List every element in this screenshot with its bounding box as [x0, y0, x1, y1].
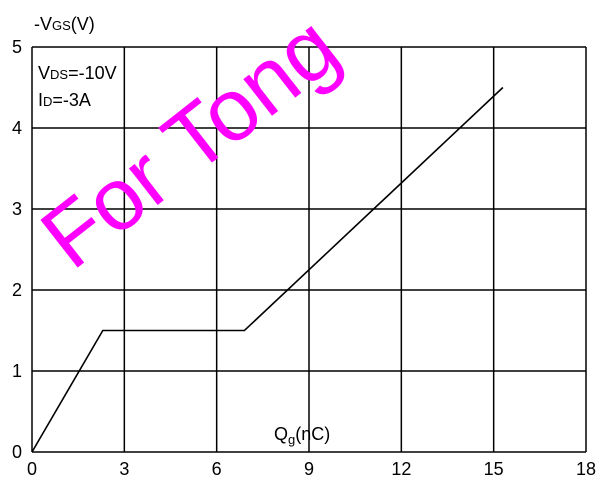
x-axis-title: Qg(nC) — [274, 424, 330, 447]
x-tick-label-6: 18 — [576, 459, 596, 479]
x-tick-label-1: 3 — [119, 459, 129, 479]
annotation-vds: VDS=-10V — [38, 63, 117, 83]
y-tick-label-2: 2 — [12, 280, 22, 300]
x-tick-label-2: 6 — [212, 459, 222, 479]
y-axis-title: -VGS(V) — [34, 14, 95, 34]
y-tick-labels: 0 1 2 3 4 5 — [12, 37, 22, 462]
x-tick-label-4: 12 — [391, 459, 411, 479]
y-tick-label-1: 1 — [12, 361, 22, 381]
x-tick-label-5: 15 — [484, 459, 504, 479]
y-tick-label-5: 5 — [12, 37, 22, 57]
x-tick-label-3: 9 — [304, 459, 314, 479]
y-tick-label-0: 0 — [12, 442, 22, 462]
series-line-0 — [31, 86, 504, 453]
series-layer — [31, 86, 504, 453]
x-tick-labels: 0 3 6 9 12 15 18 — [27, 459, 596, 479]
x-tick-label-0: 0 — [27, 459, 37, 479]
annotation-id: ID=-3A — [38, 90, 91, 110]
y-tick-label-4: 4 — [12, 118, 22, 138]
grid — [31, 46, 587, 453]
watermark-text: For Tong — [23, 0, 356, 287]
y-tick-label-3: 3 — [12, 199, 22, 219]
